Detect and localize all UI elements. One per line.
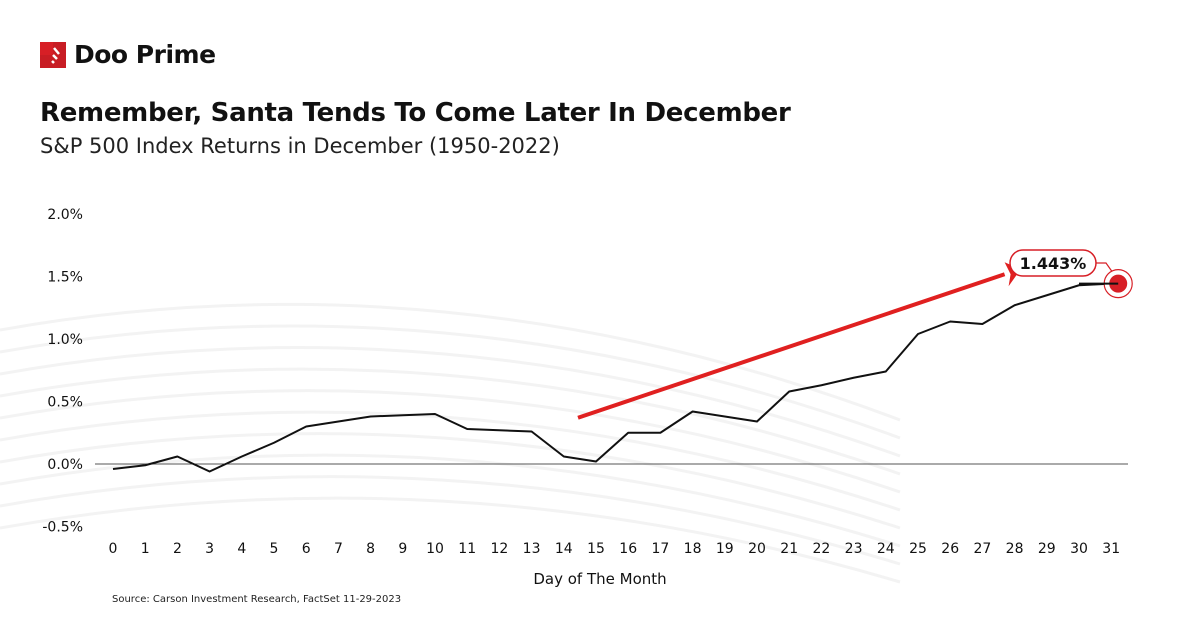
chart-title: Remember, Santa Tends To Come Later In D…: [40, 98, 791, 128]
x-tick-label: 0: [109, 541, 118, 557]
x-tick-label: 2: [173, 541, 182, 557]
x-tick-label: 25: [909, 541, 927, 557]
x-tick-label: 30: [1070, 541, 1088, 557]
x-tick-label: 20: [748, 541, 766, 557]
background-swoosh: [0, 324, 901, 440]
logo-mark-icon: [40, 41, 66, 68]
x-tick-label: 13: [523, 541, 541, 557]
x-tick-label: 15: [587, 541, 605, 557]
callout-value: 1.443%: [1020, 254, 1087, 273]
x-tick-label: 3: [205, 541, 214, 557]
x-tick-label: 7: [334, 541, 343, 557]
x-tick-label: 12: [490, 541, 508, 557]
trend-arrow-shaft: [577, 272, 1006, 420]
x-tick-label: 10: [426, 541, 444, 557]
y-tick-label: -0.5%: [42, 520, 83, 536]
chart-subtitle: S&P 500 Index Returns in December (1950-…: [40, 134, 560, 158]
x-tick-label: 8: [366, 541, 375, 557]
x-tick-label: 1: [141, 541, 150, 557]
x-tick-label: 28: [1006, 541, 1024, 557]
x-tick-label: 19: [716, 541, 734, 557]
background-decoration: [0, 302, 901, 584]
y-tick-label: 0.0%: [47, 457, 83, 473]
y-tick-label: 0.5%: [47, 395, 83, 411]
x-tick-label: 5: [270, 541, 279, 557]
x-tick-label: 9: [398, 541, 407, 557]
background-swoosh: [0, 410, 901, 512]
callout-box: [1009, 249, 1097, 277]
annotation-callout: 1.443%: [1009, 249, 1133, 299]
brand-logo: Doo Prime: [40, 40, 216, 69]
background-swoosh: [0, 496, 901, 584]
x-tick-label: 29: [1038, 541, 1056, 557]
brand-name: Doo Prime: [74, 40, 216, 69]
x-tick-label: 22: [812, 541, 830, 557]
x-tick-label: 6: [302, 541, 311, 557]
background-swoosh: [0, 367, 901, 476]
x-tick-label: 21: [780, 541, 798, 557]
source-note: Source: Carson Investment Research, Fact…: [112, 594, 402, 605]
background-swoosh: [0, 346, 901, 458]
x-axis-label: Day of The Month: [533, 570, 666, 588]
x-tick-label: 4: [237, 541, 246, 557]
x-tick-label: 18: [684, 541, 702, 557]
x-tick-label: 14: [555, 541, 573, 557]
x-tick-label: 11: [458, 541, 476, 557]
x-tick-label: 24: [877, 541, 895, 557]
series-line: [112, 282, 1112, 473]
background-swoosh: [0, 432, 901, 530]
y-tick-label: 2.0%: [47, 207, 83, 223]
x-tick-label: 23: [845, 541, 863, 557]
x-tick-label: 31: [1102, 541, 1120, 557]
x-tick-label: 27: [973, 541, 991, 557]
x-tick-label: 26: [941, 541, 959, 557]
x-tick-label: 16: [619, 541, 637, 557]
x-tick-label: 17: [651, 541, 669, 557]
background-swoosh: [0, 475, 901, 566]
background-swoosh: [0, 389, 901, 494]
y-tick-label: 1.0%: [47, 332, 83, 348]
background-swoosh: [0, 302, 901, 422]
background-swoosh: [0, 453, 901, 548]
y-tick-label: 1.5%: [47, 270, 83, 286]
trend-arrow: [577, 262, 1021, 420]
